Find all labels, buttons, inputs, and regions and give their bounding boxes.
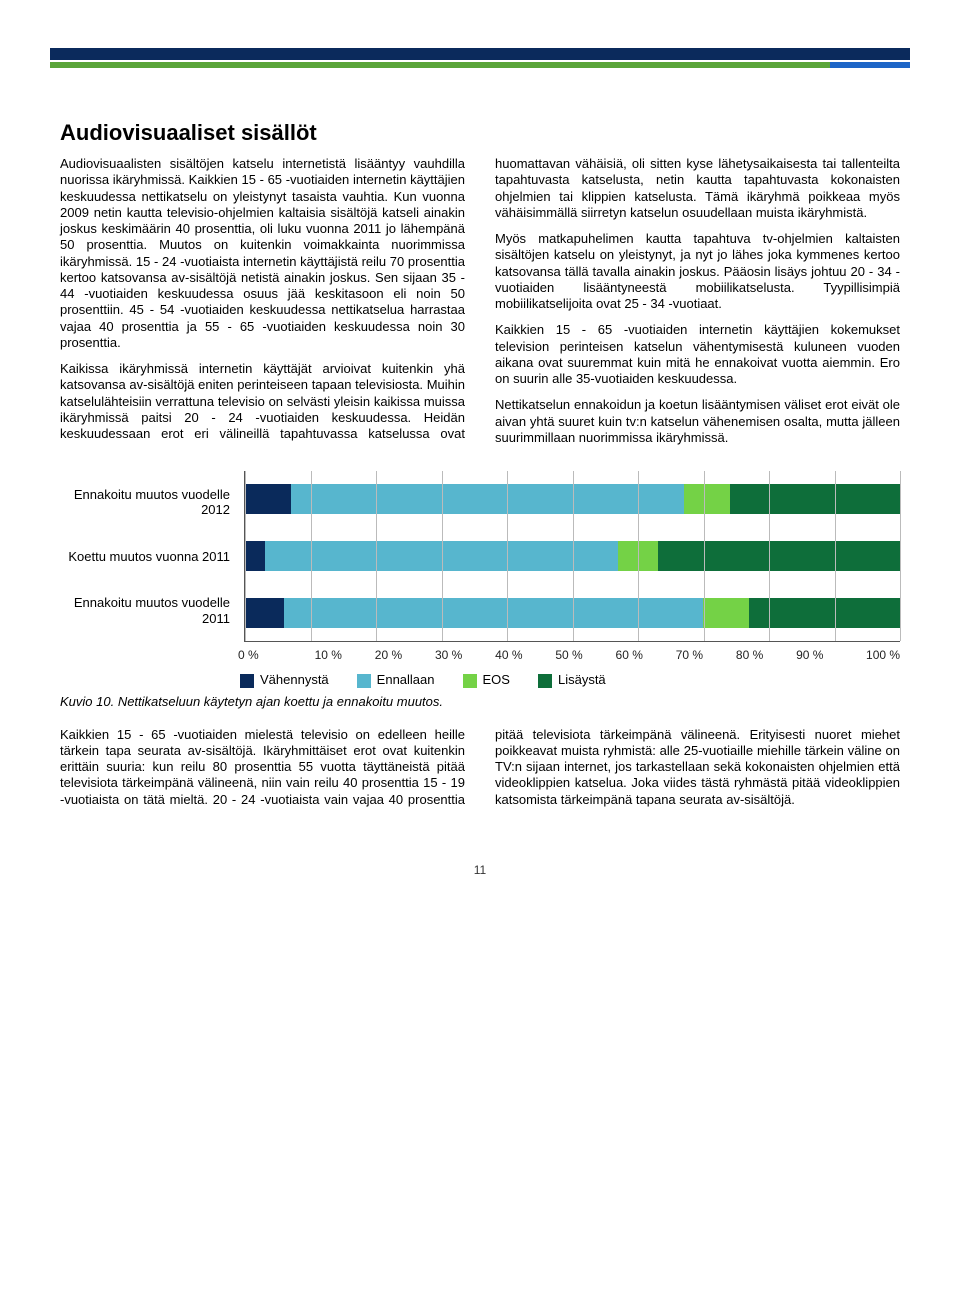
x-tick: 70 % — [659, 648, 719, 662]
content: Audiovisuaaliset sisällöt Audiovisuaalis… — [0, 96, 960, 833]
legend-item: Ennallaan — [357, 672, 435, 688]
legend-label: Ennallaan — [377, 672, 435, 687]
legend-label: Vähennystä — [260, 672, 329, 687]
swatch-icon — [538, 674, 552, 688]
body-columns-2: Kaikkien 15 - 65 -vuotiaiden mielestä te… — [60, 727, 900, 813]
legend-item: EOS — [463, 672, 510, 688]
x-tick: 10 % — [298, 648, 358, 662]
bar-segment — [703, 598, 749, 628]
bar-segment — [245, 484, 291, 514]
chart: Ennakoitu muutos vuodelle 2012 Koettu mu… — [60, 471, 900, 642]
x-tick: 0 % — [238, 648, 298, 662]
page-heading: Audiovisuaaliset sisällöt — [60, 120, 900, 146]
page: Audiovisuaaliset sisällöt Audiovisuaalis… — [0, 40, 960, 897]
para: Myös matkapuhelimen kautta tapahtuva tv-… — [495, 231, 900, 312]
legend-item: Vähennystä — [240, 672, 329, 688]
bar-segment — [684, 484, 730, 514]
bar-segment — [245, 541, 265, 571]
chart-caption: Kuvio 10. Nettikatseluun käytetyn ajan k… — [60, 694, 900, 709]
para: Nettikatselun ennakoidun ja koetun lisää… — [495, 397, 900, 446]
y-label: Ennakoitu muutos vuodelle 2012 — [60, 481, 230, 524]
y-label: Koettu muutos vuonna 2011 — [60, 543, 230, 571]
header-stripes — [50, 40, 910, 76]
para: Audiovisuaalisten sisältöjen katselu int… — [60, 156, 465, 351]
swatch-icon — [357, 674, 371, 688]
x-tick: 90 % — [780, 648, 840, 662]
swatch-icon — [240, 674, 254, 688]
swatch-icon — [463, 674, 477, 688]
bar-segment — [245, 598, 284, 628]
legend-item: Lisäystä — [538, 672, 606, 688]
bar-segment — [749, 598, 900, 628]
bar-segment — [658, 541, 900, 571]
chart-x-axis: 0 %10 %20 %30 %40 %50 %60 %70 %80 %90 %1… — [238, 648, 900, 662]
bar-segment — [284, 598, 703, 628]
x-tick: 60 % — [599, 648, 659, 662]
x-tick: 40 % — [479, 648, 539, 662]
x-tick: 80 % — [720, 648, 780, 662]
chart-plot — [244, 471, 900, 642]
x-tick: 100 % — [840, 648, 900, 662]
x-tick: 20 % — [358, 648, 418, 662]
page-number: 11 — [0, 833, 960, 897]
body-columns: Audiovisuaalisten sisältöjen katselu int… — [60, 156, 900, 449]
bar-segment — [291, 484, 684, 514]
x-tick: 50 % — [539, 648, 599, 662]
y-label: Ennakoitu muutos vuodelle 2011 — [60, 589, 230, 632]
chart-y-labels: Ennakoitu muutos vuodelle 2012 Koettu mu… — [60, 471, 236, 642]
x-tick: 30 % — [419, 648, 479, 662]
chart-legend: Vähennystä Ennallaan EOS Lisäystä — [240, 672, 900, 688]
bar-segment — [730, 484, 900, 514]
para: Kaikkien 15 - 65 -vuotiaiden internetin … — [495, 322, 900, 387]
legend-label: EOS — [483, 672, 510, 687]
legend-label: Lisäystä — [558, 672, 606, 687]
para: Kaikkien 15 - 65 -vuotiaiden mielestä te… — [60, 727, 900, 813]
